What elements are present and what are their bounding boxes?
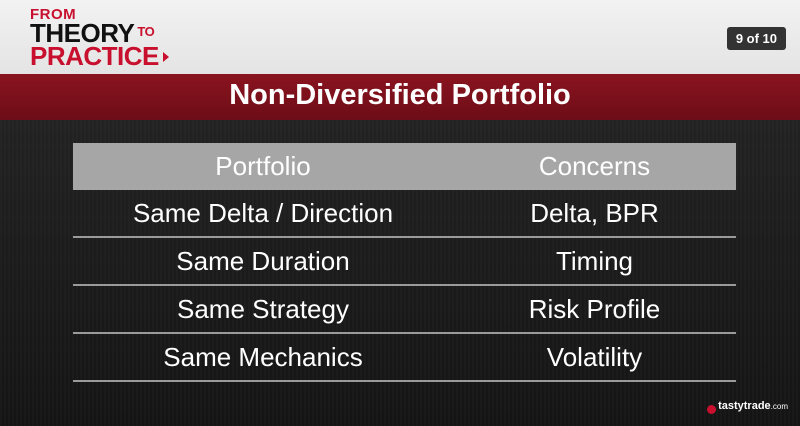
cell-concern: Delta, BPR bbox=[530, 197, 659, 228]
logo: FROM THEORY TO PRACTICE bbox=[30, 4, 190, 71]
logo-line-2: THEORY TO bbox=[30, 18, 155, 49]
table-row: Same Strategy Risk Profile bbox=[73, 286, 736, 334]
logo-line-1: FROM bbox=[30, 6, 77, 23]
logo-theory: THEORY bbox=[30, 18, 135, 48]
play-arrow-icon bbox=[162, 52, 169, 62]
brand-mark: tastytrade .com bbox=[707, 400, 788, 414]
brand-name: tastytrade bbox=[718, 400, 771, 412]
logo-to: TO bbox=[137, 24, 155, 39]
cell-portfolio: Same Strategy bbox=[177, 293, 349, 324]
title-bar: Non-Diversified Portfolio bbox=[0, 74, 800, 120]
logo-line-3: PRACTICE bbox=[30, 41, 169, 72]
cherry-icon bbox=[707, 404, 717, 414]
header-portfolio: Portfolio bbox=[215, 151, 311, 181]
cell-concern: Volatility bbox=[546, 341, 643, 372]
header-concerns: Concerns bbox=[538, 151, 651, 181]
table-header: Portfolio Concerns bbox=[73, 143, 736, 190]
slide-counter: 9 of 10 bbox=[726, 27, 786, 50]
cell-concern: Risk Profile bbox=[528, 293, 661, 324]
logo-practice: PRACTICE bbox=[30, 41, 159, 71]
cell-portfolio: Same Mechanics bbox=[163, 341, 363, 372]
header: FROM THEORY TO PRACTICE 9 of 10 bbox=[0, 0, 800, 74]
portfolio-table: Portfolio Concerns Same Delta / Directio… bbox=[73, 143, 736, 382]
table-row: Same Delta / Direction Delta, BPR bbox=[73, 190, 736, 238]
cell-portfolio: Same Duration bbox=[176, 245, 350, 276]
table-row: Same Mechanics Volatility bbox=[73, 334, 736, 382]
brand-suffix: .com bbox=[770, 401, 788, 411]
cell-portfolio: Same Delta / Direction bbox=[132, 197, 394, 228]
table-row: Same Duration Timing bbox=[73, 238, 736, 286]
cell-concern: Timing bbox=[555, 245, 634, 276]
page-title: Non-Diversified Portfolio bbox=[229, 79, 571, 111]
